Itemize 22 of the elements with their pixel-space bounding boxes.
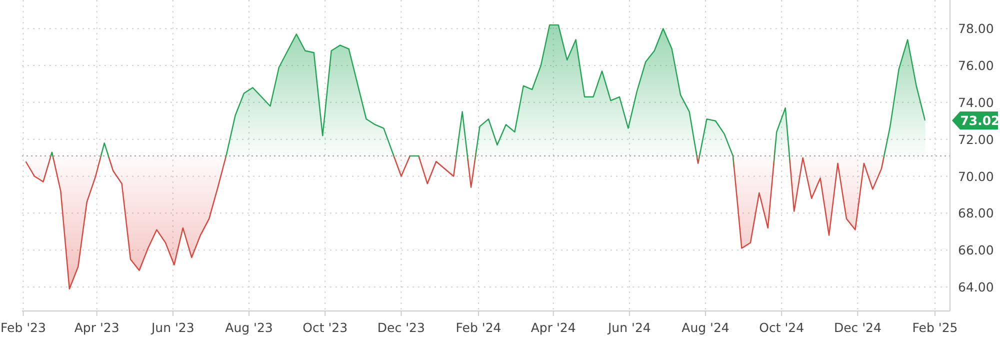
x-tick-label: Aug '23 xyxy=(225,320,273,335)
x-tick-label: Oct '23 xyxy=(302,320,348,335)
y-tick-label: 66.00 xyxy=(958,242,994,258)
y-tick-label: 72.00 xyxy=(958,132,994,147)
x-tick-label: Oct '24 xyxy=(759,320,804,335)
x-tick-label: Apr '24 xyxy=(530,320,576,335)
x-tick-label: Dec '23 xyxy=(377,320,425,335)
x-tick-label: Feb '24 xyxy=(456,320,502,335)
y-tick-label: 68.00 xyxy=(958,206,994,221)
y-tick-label: 78.00 xyxy=(958,21,994,36)
y-tick-label: 74.00 xyxy=(958,94,994,110)
x-tick-label: Feb '25 xyxy=(912,320,958,335)
y-tick-label: 70.00 xyxy=(958,168,994,184)
x-tick-label: Jun '23 xyxy=(150,320,194,335)
x-tick-label: Jun '24 xyxy=(607,320,651,335)
x-tick-label: Apr '23 xyxy=(74,320,120,335)
x-tick-label: Feb '23 xyxy=(0,320,46,335)
y-tick-label: 76.00 xyxy=(958,58,994,74)
x-tick-label: Dec '24 xyxy=(834,320,882,335)
annotation: 73.02 xyxy=(960,113,1000,128)
x-tick-label: Aug '24 xyxy=(682,320,730,335)
y-tick-label: 64.00 xyxy=(958,280,994,295)
